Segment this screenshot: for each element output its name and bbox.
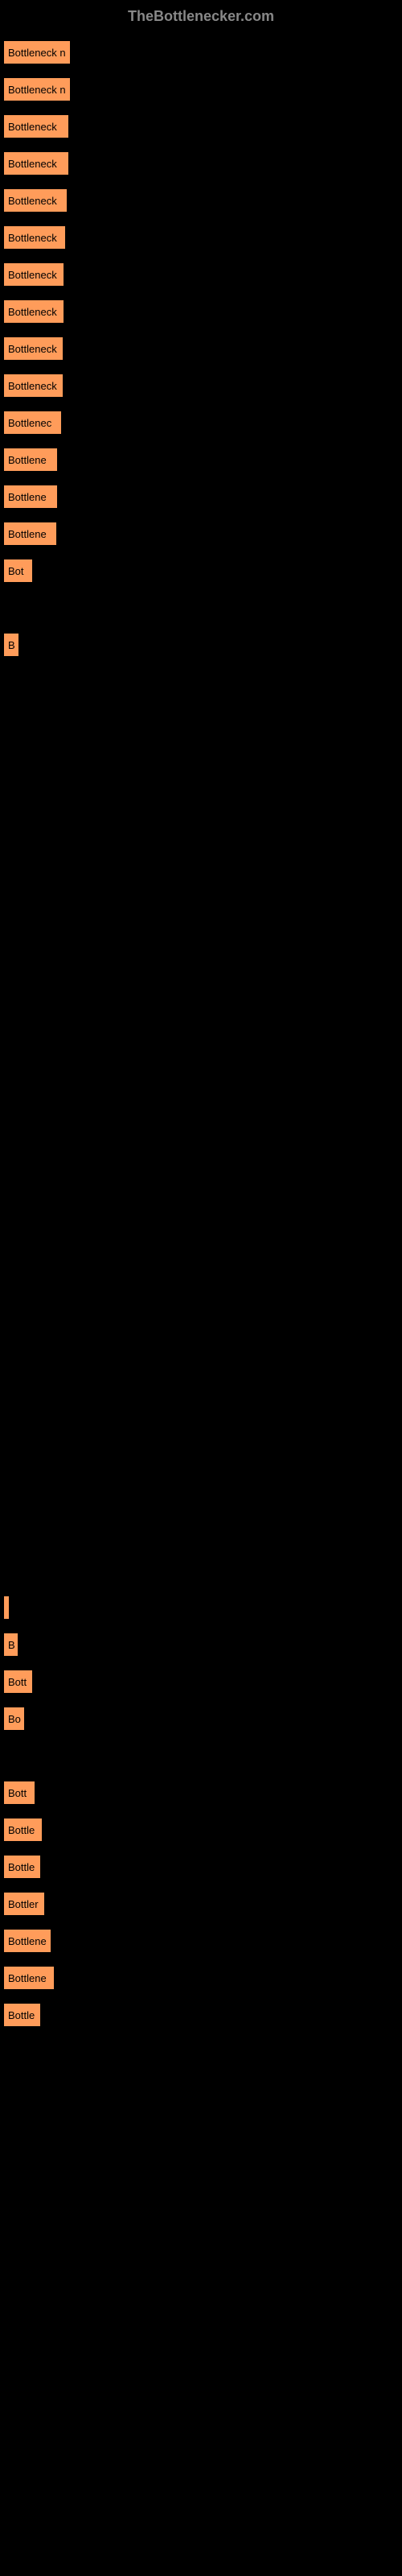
bar-row: Bottlene (4, 448, 398, 471)
bar: Bott (4, 1781, 35, 1804)
bar-row (4, 819, 398, 841)
bar-row (4, 967, 398, 989)
bar-row (4, 856, 398, 878)
bar: Bott (4, 1670, 32, 1693)
bar: Bottleneck (4, 189, 67, 212)
bar-row: Bottlenec (4, 411, 398, 434)
bar-chart: Bottleneck n Bottleneck n Bottleneck Bottle… (0, 33, 402, 2049)
bar: Bottlene (4, 448, 57, 471)
bar-row (4, 1226, 398, 1249)
bar-row (4, 1337, 398, 1360)
bar-row: Bottleneck n (4, 41, 398, 64)
bar-row (4, 708, 398, 730)
bar: Bottlene (4, 522, 56, 545)
bar-row (4, 1004, 398, 1026)
bar-row: Bottle (4, 2004, 398, 2026)
bar-row (4, 1596, 398, 1619)
bar: B (4, 1633, 18, 1656)
bar: Bottleneck (4, 152, 68, 175)
bar: Bottleneck n (4, 78, 70, 101)
bar-row: Bo (4, 1707, 398, 1730)
bar-row: Bot (4, 559, 398, 582)
bar: Bottlenec (4, 411, 61, 434)
bar: Bot (4, 559, 32, 582)
bar-row: Bottle (4, 1818, 398, 1841)
bar-row (4, 1744, 398, 1767)
bar: Bottleneck (4, 374, 63, 397)
bar-row (4, 671, 398, 693)
bar-row: Bottleneck (4, 152, 398, 175)
bar-row (4, 1522, 398, 1545)
bar-row (4, 1485, 398, 1508)
bar-row: Bottleneck n (4, 78, 398, 101)
bar (4, 1596, 9, 1619)
bar-row: Bottleneck (4, 189, 398, 212)
bar-row (4, 1152, 398, 1174)
bar: Bottleneck (4, 226, 65, 249)
bar-row (4, 1411, 398, 1434)
bar-row: Bottleneck (4, 263, 398, 286)
bar: Bottle (4, 2004, 40, 2026)
bar-row (4, 782, 398, 804)
bar-row (4, 893, 398, 915)
bar-row (4, 1041, 398, 1063)
bar-row: Bottleneck (4, 226, 398, 249)
bar-row: Bottlene (4, 522, 398, 545)
bar-row: Bottle (4, 1856, 398, 1878)
bar: Bottleneck (4, 115, 68, 138)
bar-row: Bottleneck (4, 337, 398, 360)
bar-row (4, 1115, 398, 1137)
bar-row: Bottler (4, 1893, 398, 1915)
bar-row: B (4, 1633, 398, 1656)
bar: Bottle (4, 1818, 42, 1841)
bar-row: Bottleneck (4, 115, 398, 138)
bar: Bo (4, 1707, 24, 1730)
bar-row: Bott (4, 1781, 398, 1804)
bar: Bottleneck (4, 337, 63, 360)
bar: B (4, 634, 18, 656)
bar-row (4, 1189, 398, 1212)
bar-row (4, 1263, 398, 1286)
bar-row (4, 1374, 398, 1397)
bar: Bottler (4, 1893, 44, 1915)
bar-row: Bottleneck (4, 300, 398, 323)
site-header: TheBottlenecker.com (0, 0, 402, 33)
bar: Bottlene (4, 485, 57, 508)
bar: Bottleneck (4, 300, 64, 323)
bar-row (4, 1559, 398, 1582)
bar-row: Bottlene (4, 485, 398, 508)
bar-row: Bottlene (4, 1930, 398, 1952)
bar-row (4, 1448, 398, 1471)
bar: Bottleneck n (4, 41, 70, 64)
bar: Bottleneck (4, 263, 64, 286)
bar-row (4, 1300, 398, 1323)
bar-row: B (4, 634, 398, 656)
bar-row: Bottleneck (4, 374, 398, 397)
bar: Bottle (4, 1856, 40, 1878)
bar-row (4, 1078, 398, 1100)
bar: Bottlene (4, 1967, 54, 1989)
bar-row (4, 597, 398, 619)
bar-row (4, 930, 398, 952)
bar-row (4, 745, 398, 767)
bar-row: Bott (4, 1670, 398, 1693)
bar: Bottlene (4, 1930, 51, 1952)
bar-row: Bottlene (4, 1967, 398, 1989)
